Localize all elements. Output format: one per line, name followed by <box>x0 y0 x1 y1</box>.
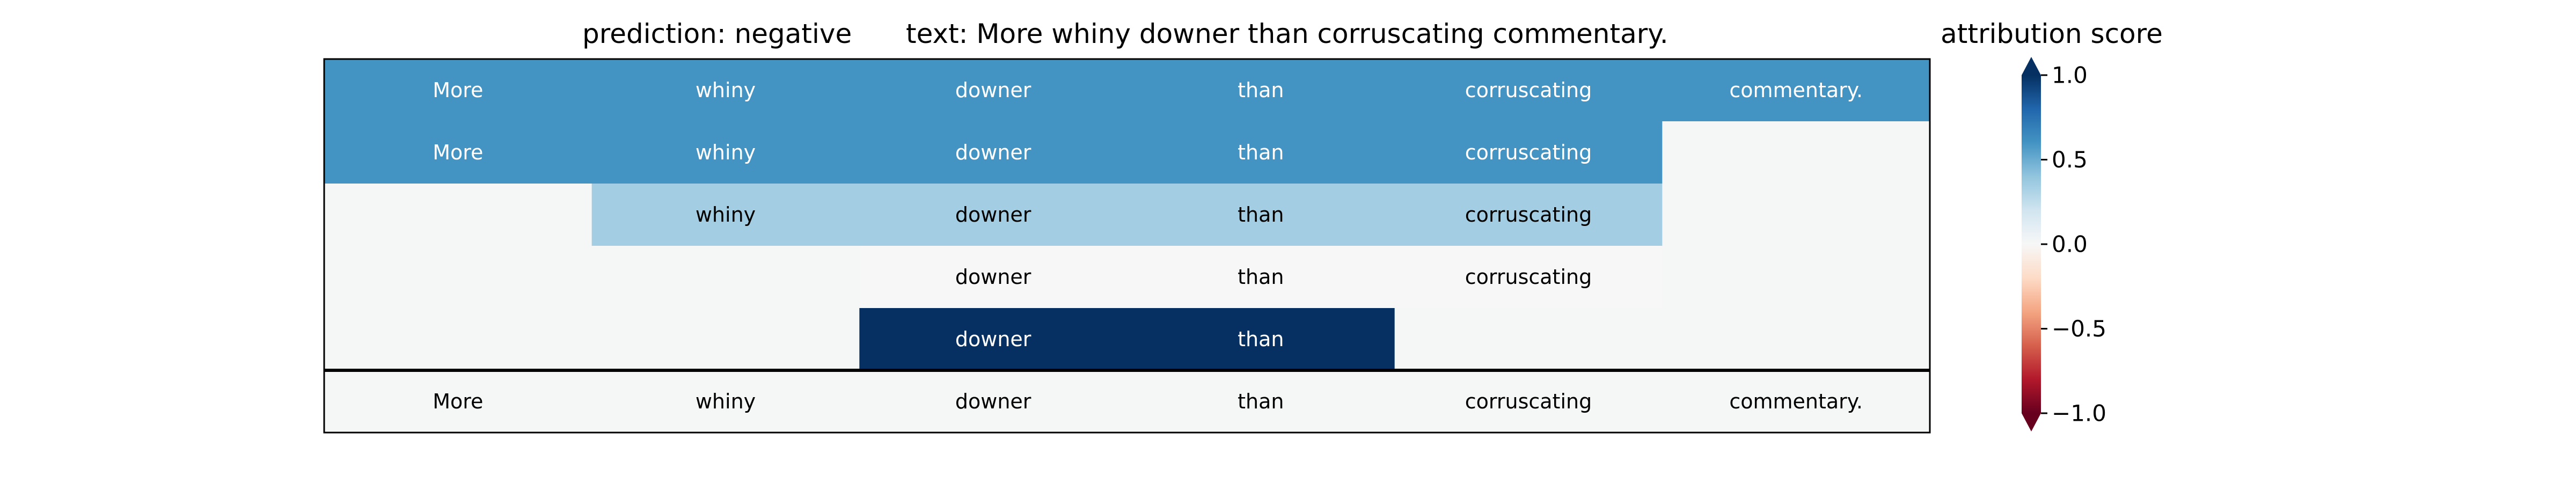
row-2-token-3: than <box>1238 203 1284 226</box>
row-1-token-0: More <box>433 141 483 164</box>
text-title: text: More whiny downer than corruscatin… <box>906 18 1668 49</box>
colorbar-label: attribution score <box>1941 18 2163 49</box>
row-0-token-0: More <box>433 78 483 102</box>
row-3-token-3: than <box>1238 265 1284 289</box>
baseline-token-2: downer <box>955 390 1031 413</box>
colorbar-tick-label-2: 0.0 <box>2052 231 2088 258</box>
colorbar-top-extend <box>2022 57 2041 75</box>
heatmap-border <box>323 58 1931 434</box>
colorbar: 1.0 0.5 0.0 −0.5 −1.0 <box>2022 57 2106 431</box>
colorbar-tick-label-0: 1.0 <box>2052 62 2088 89</box>
row-3-token-2: downer <box>955 265 1031 289</box>
colorbar-tick-label-1: 0.5 <box>2052 147 2088 173</box>
colorbar-tick-label-3: −0.5 <box>2052 316 2106 342</box>
row-1-token-1: whiny <box>696 141 756 164</box>
baseline-token-4: corruscating <box>1465 390 1592 413</box>
heatmap-row-2-span <box>591 184 1663 246</box>
baseline-token-5: commentary. <box>1729 390 1863 413</box>
row-0-token-3: than <box>1238 78 1284 102</box>
heatmap-row-1-span <box>324 121 1663 184</box>
heatmap-row-3-span <box>859 246 1663 308</box>
heatmap: More whiny downer than corruscating commentar… <box>323 58 1931 434</box>
row-2-token-4: corruscating <box>1465 203 1592 226</box>
heatmap-row-0-span <box>324 59 1930 121</box>
row-4-token-3: than <box>1238 327 1284 351</box>
colorbar-bottom-extend <box>2022 413 2041 431</box>
row-1-token-3: than <box>1238 141 1284 164</box>
heatmap-row-4-span <box>859 308 1395 370</box>
row-0-token-4: corruscating <box>1465 78 1592 102</box>
row-1-token-2: downer <box>955 141 1031 164</box>
row-0-token-1: whiny <box>696 78 756 102</box>
row-3-token-4: corruscating <box>1465 265 1592 289</box>
row-4-token-2: downer <box>955 327 1031 351</box>
row-0-token-5: commentary. <box>1729 78 1863 102</box>
row-1-token-4: corruscating <box>1465 141 1592 164</box>
prediction-title: prediction: negative <box>582 18 852 49</box>
row-2-token-1: whiny <box>696 203 756 226</box>
baseline-token-1: whiny <box>696 390 756 413</box>
row-0-token-2: downer <box>955 78 1031 102</box>
colorbar-gradient <box>2022 75 2041 413</box>
colorbar-tick-label-4: −1.0 <box>2052 400 2106 427</box>
baseline-token-0: More <box>433 390 483 413</box>
baseline-token-3: than <box>1238 390 1284 413</box>
row-2-token-2: downer <box>955 203 1031 226</box>
